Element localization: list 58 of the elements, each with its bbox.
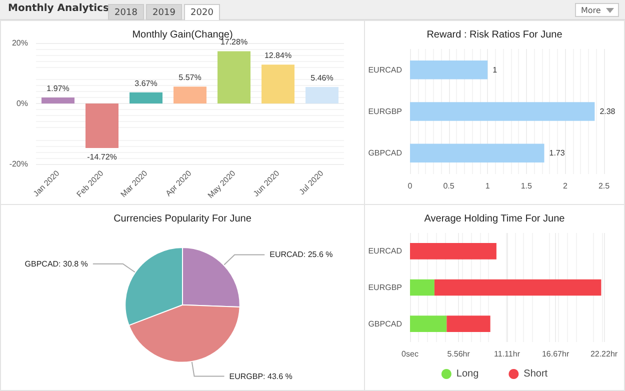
data-label: 3.67%: [134, 78, 158, 88]
bar: [42, 98, 74, 104]
bar: [446, 316, 490, 332]
bar: [410, 102, 595, 121]
x-tick-label: 11.11hr: [494, 350, 520, 358]
x-tick-label: 1: [485, 182, 490, 190]
data-label: 12.84%: [264, 51, 292, 60]
text: 2019: [146, 4, 182, 20]
y-tick-label: EURGBP: [368, 283, 402, 292]
y-tick-label: GBPCAD: [368, 319, 402, 328]
y-tick-label: 20%: [12, 38, 28, 48]
bar: [410, 316, 447, 332]
y-tick-label: EURGBP: [368, 107, 402, 116]
bar: [410, 242, 496, 260]
x-tick-label: 22.22hr: [590, 350, 618, 358]
x-tick-label: 16.67hr: [542, 350, 570, 358]
chart-title: Currencies Popularity For June: [114, 214, 252, 224]
chart-title: Monthly Gain(Change): [132, 30, 233, 40]
x-tick-label: 2.5: [598, 182, 610, 190]
slice-label: GBPCAD: 30.8 %: [24, 259, 88, 268]
data-label: 5.46%: [310, 73, 334, 82]
data-label: 5.57%: [178, 73, 202, 82]
data-label: 1.97%: [46, 84, 70, 94]
x-tick-label: 1.5: [520, 182, 533, 190]
bar: [174, 86, 206, 104]
y-tick-label: -20%: [9, 160, 28, 168]
bar: [86, 104, 118, 148]
bar: [410, 60, 488, 80]
bar: [218, 51, 250, 104]
bar: [306, 86, 338, 104]
bar: [130, 92, 162, 104]
data-label: -14.72%: [87, 152, 117, 162]
bar: [262, 64, 294, 104]
slice-label: EURCAD: 25.6 %: [270, 250, 333, 260]
text: More: [575, 3, 619, 17]
x-tick-label: 5.56hr: [447, 350, 470, 358]
legend-label: Short: [524, 368, 548, 380]
bar: [434, 279, 602, 296]
chart-title: Average Holding Time For June: [424, 214, 566, 224]
data-label: 2.38: [600, 107, 616, 116]
chart-title: Reward : Risk Ratios For June: [426, 30, 563, 40]
y-tick-label: EURCAD: [368, 65, 402, 74]
text: Monthly Analytics: [8, 3, 109, 14]
y-tick-label: EURCAD: [368, 246, 402, 256]
bar: [410, 279, 434, 296]
text: 2018: [108, 4, 144, 20]
slice-label: EURGBP: 43.6 %: [229, 372, 292, 381]
text: 2020: [184, 4, 220, 20]
x-tick-label: 2: [562, 182, 568, 190]
x-tick-label: 0sec: [402, 350, 418, 358]
bar: [410, 144, 544, 163]
x-tick-label: 0: [408, 182, 413, 190]
legend-label: Long: [456, 368, 479, 380]
data-label: 1: [492, 65, 498, 74]
x-tick-label: 0.5: [443, 182, 455, 190]
data-label: 1.73: [549, 148, 566, 158]
y-tick-label: GBPCAD: [368, 148, 402, 158]
y-tick-label: 0%: [16, 99, 28, 108]
